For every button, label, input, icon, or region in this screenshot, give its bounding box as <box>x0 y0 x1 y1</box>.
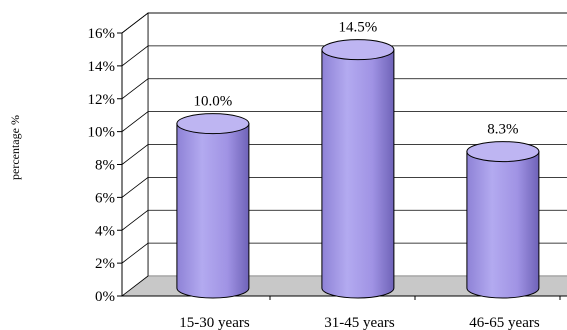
gridline <box>121 242 567 264</box>
y-tick-label: 14% <box>88 59 116 75</box>
labels: 10.0% 15-30 years 14.5% 31-45 years 8.3% 46-6… <box>179 20 540 330</box>
y-tick-label: 8% <box>95 158 115 174</box>
bar <box>466 141 540 299</box>
bar <box>176 113 250 299</box>
bar-body <box>321 49 395 299</box>
gridline <box>121 111 567 132</box>
gridline <box>121 176 567 198</box>
bar-top <box>321 39 395 61</box>
gridline <box>121 12 567 34</box>
bars <box>176 39 540 299</box>
gridline <box>121 45 567 67</box>
y-tick-label: 6% <box>95 190 115 206</box>
x-tick-label: 46-65 years <box>469 315 540 330</box>
data-label: 10.0% <box>194 94 233 110</box>
gridlines <box>121 12 567 264</box>
y-tick-label: 4% <box>95 223 115 239</box>
bar-body <box>176 123 250 299</box>
bar-top <box>466 141 540 163</box>
data-label: 8.3% <box>487 122 518 138</box>
gridline <box>121 144 567 165</box>
y-tick-label: 16% <box>88 26 116 42</box>
y-tick-label: 0% <box>95 289 115 305</box>
x-tick-label: 31-45 years <box>324 315 395 330</box>
bar-top <box>176 113 250 135</box>
bar-body <box>466 151 540 299</box>
bar <box>321 39 395 299</box>
x-tick-label: 15-30 years <box>179 315 250 330</box>
gridline <box>121 209 567 231</box>
data-label: 14.5% <box>339 20 378 36</box>
gridline <box>121 78 567 100</box>
y-tick-label: 10% <box>88 125 116 141</box>
y-tick-label: 12% <box>88 92 116 108</box>
y-tick-label: 2% <box>95 256 115 272</box>
